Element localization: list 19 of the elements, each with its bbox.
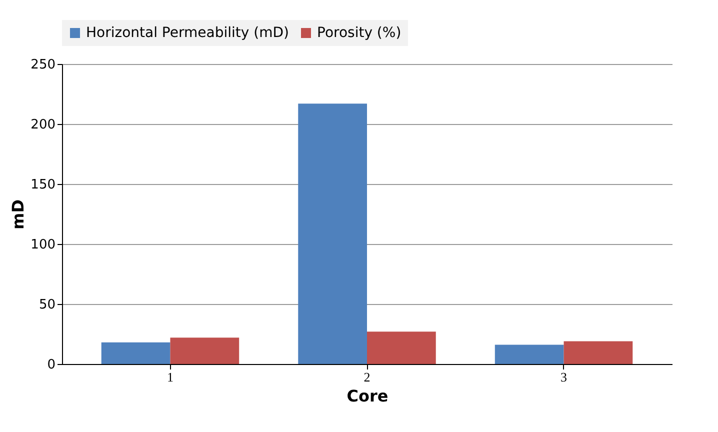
y-axis-title: mD xyxy=(8,200,28,230)
y-tick-label: 50 xyxy=(38,298,56,312)
bar xyxy=(298,104,367,364)
legend-label: Porosity (%) xyxy=(317,25,402,41)
y-tick-label: 200 xyxy=(30,118,56,132)
legend-label: Horizontal Permeability (mD) xyxy=(86,25,289,41)
y-tick-label: 250 xyxy=(30,58,56,72)
bar xyxy=(101,342,170,364)
x-tick-label: 1 xyxy=(166,370,174,384)
x-tick-label: 2 xyxy=(364,370,370,384)
bar xyxy=(564,341,633,364)
y-tick-label: 150 xyxy=(30,178,56,192)
bar xyxy=(367,332,436,364)
x-axis-title: Core xyxy=(346,386,388,406)
bar xyxy=(494,344,564,364)
y-tick-label: 0 xyxy=(47,358,56,372)
y-tick-label: 100 xyxy=(30,238,56,252)
bar xyxy=(170,338,240,364)
x-tick-label: 3 xyxy=(560,370,568,384)
